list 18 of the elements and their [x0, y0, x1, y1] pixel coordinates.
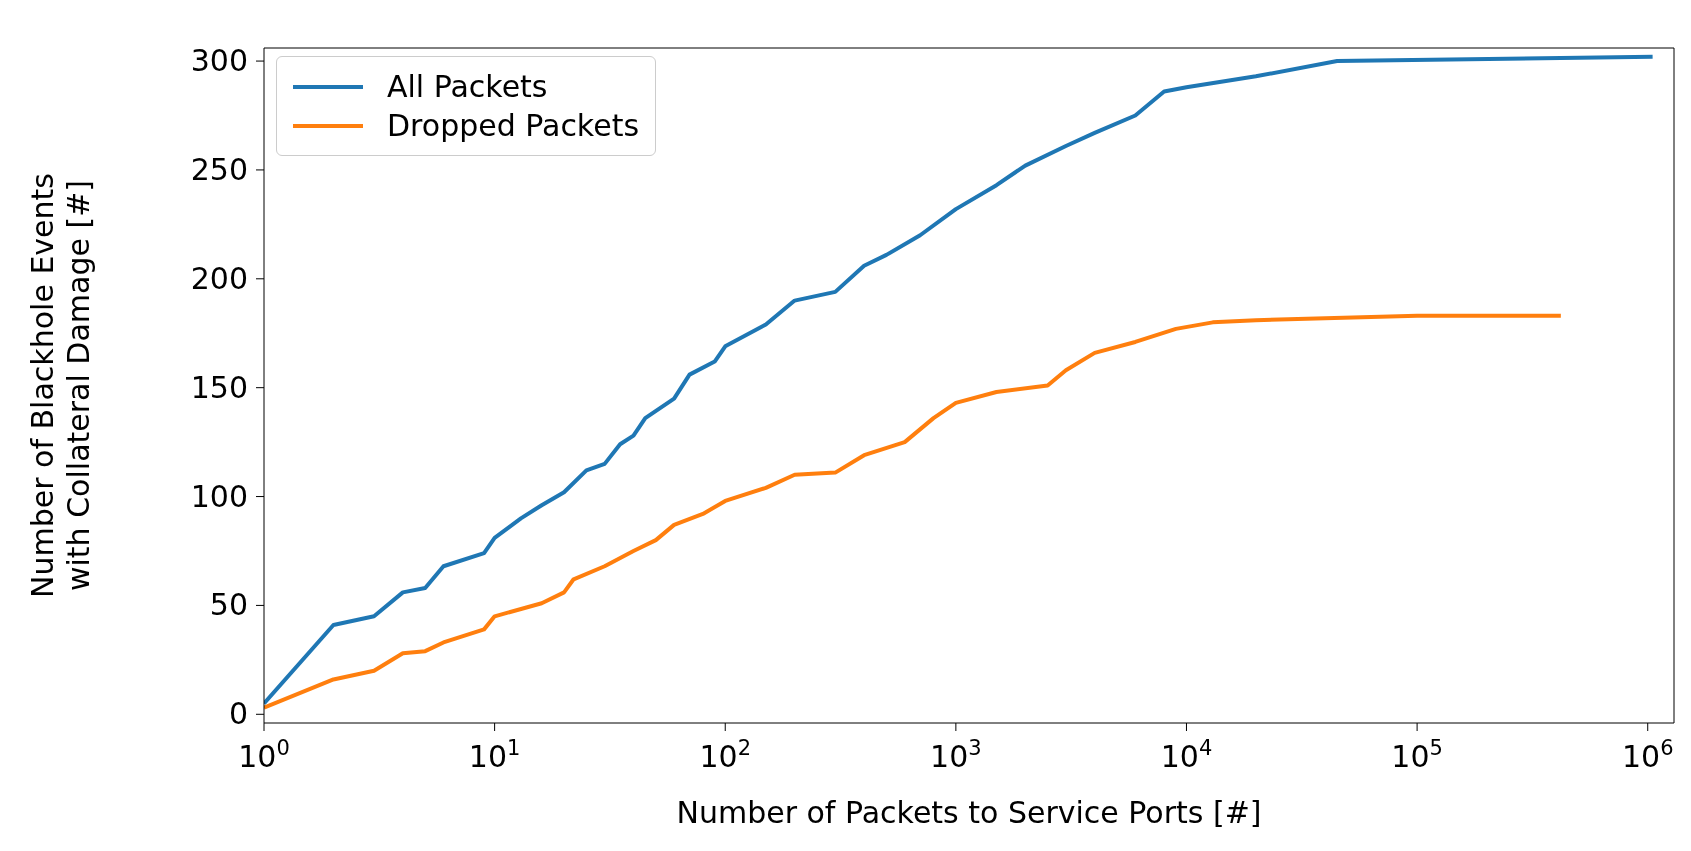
- legend-label: All Packets: [387, 69, 548, 104]
- y-tick-label: 300: [190, 43, 248, 79]
- x-tick-label: 10$^{0}$: [238, 736, 290, 774]
- x-tick-label: 10$^{3}$: [930, 736, 982, 774]
- y-tick-label: 250: [190, 151, 248, 187]
- y-tick-label: 200: [190, 260, 248, 296]
- x-axis-title: Number of Packets to Service Ports [#]: [676, 795, 1262, 830]
- legend-label: Dropped Packets: [387, 108, 640, 143]
- y-tick-label: 50: [209, 587, 248, 623]
- x-tick-label: 10$^{2}$: [699, 736, 752, 774]
- x-tick-label: 10$^{6}$: [1621, 736, 1674, 774]
- x-tick-label: 10$^{1}$: [468, 736, 521, 774]
- y-tick-label: 150: [190, 369, 248, 405]
- y-tick-label: 0: [228, 696, 248, 732]
- x-tick-label: 10$^{4}$: [1160, 736, 1213, 774]
- x-tick-label: 10$^{5}$: [1391, 736, 1443, 774]
- y-axis-title: Number of Blackhole Events with Collateral Damage [#]: [25, 173, 96, 598]
- y-tick-label: 100: [190, 478, 248, 514]
